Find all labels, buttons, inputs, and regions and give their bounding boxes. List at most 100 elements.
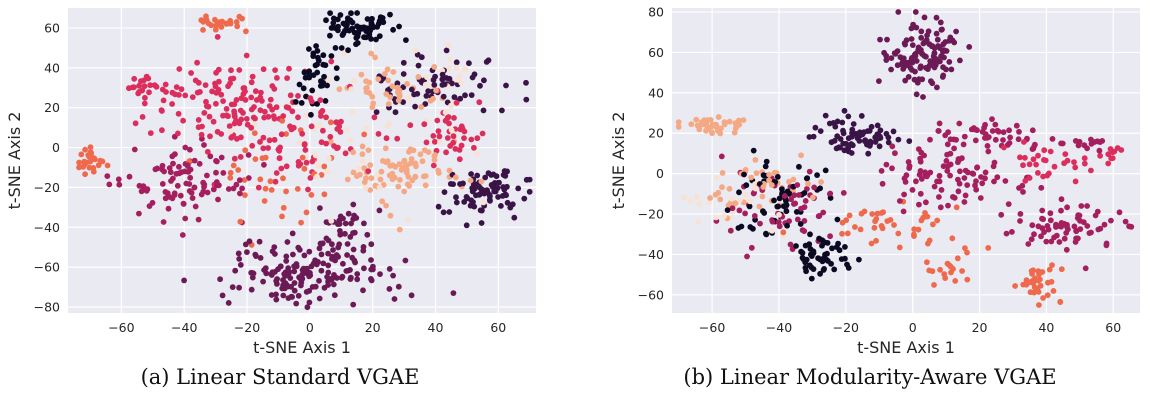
data-point bbox=[217, 19, 223, 26]
data-point bbox=[431, 153, 438, 160]
data-point bbox=[337, 231, 344, 238]
data-point bbox=[408, 156, 415, 162]
data-point bbox=[1049, 262, 1055, 268]
data-point bbox=[1057, 298, 1064, 305]
data-point bbox=[871, 224, 878, 231]
data-point bbox=[342, 220, 349, 227]
data-point bbox=[365, 147, 372, 154]
data-point bbox=[336, 221, 343, 227]
data-point bbox=[374, 172, 381, 179]
data-point bbox=[451, 115, 457, 121]
x-tick-label: −60 bbox=[699, 320, 725, 335]
data-point bbox=[753, 170, 760, 177]
data-point bbox=[818, 179, 824, 185]
data-point bbox=[259, 98, 265, 104]
data-point bbox=[917, 155, 923, 162]
data-point bbox=[283, 104, 290, 110]
data-point bbox=[842, 244, 848, 250]
data-point bbox=[231, 111, 238, 118]
data-point bbox=[301, 165, 308, 172]
data-point bbox=[210, 186, 217, 193]
data-point bbox=[1002, 178, 1009, 184]
data-point bbox=[175, 110, 182, 117]
data-point bbox=[715, 189, 722, 196]
data-point bbox=[297, 161, 304, 168]
y-tick-label: 40 bbox=[44, 60, 60, 75]
data-point bbox=[471, 144, 477, 151]
data-point bbox=[883, 130, 890, 137]
data-point bbox=[927, 58, 934, 64]
data-point bbox=[169, 195, 176, 202]
data-point bbox=[945, 129, 951, 136]
data-point bbox=[252, 156, 259, 163]
data-point bbox=[962, 245, 968, 252]
data-point bbox=[242, 147, 249, 154]
data-point bbox=[405, 173, 412, 180]
data-point bbox=[239, 185, 246, 192]
data-point bbox=[888, 55, 895, 61]
data-point bbox=[227, 174, 234, 181]
data-point bbox=[912, 68, 918, 75]
points bbox=[675, 9, 1135, 308]
data-point bbox=[435, 170, 442, 176]
data-point bbox=[501, 168, 508, 174]
data-point bbox=[227, 17, 234, 24]
data-point bbox=[476, 99, 483, 106]
data-point bbox=[440, 93, 447, 100]
data-point bbox=[918, 34, 925, 41]
data-point bbox=[207, 133, 213, 140]
data-point bbox=[327, 10, 333, 16]
data-point bbox=[681, 194, 688, 201]
data-point bbox=[1097, 225, 1104, 232]
data-point bbox=[231, 155, 238, 162]
data-point bbox=[359, 158, 366, 164]
x-axis-label: t-SNE Axis 1 bbox=[253, 338, 351, 357]
data-point bbox=[325, 282, 331, 288]
scatter-chart-b: −60 −40 −20 0 20 40 60 −60 −40 −20 0 20 40 60 80 t-SNE … bbox=[609, 5, 1140, 357]
data-point bbox=[476, 184, 483, 191]
data-point bbox=[194, 59, 201, 66]
data-point bbox=[802, 242, 809, 249]
data-point bbox=[87, 144, 94, 151]
data-point bbox=[526, 188, 533, 195]
data-point bbox=[286, 65, 292, 72]
data-point bbox=[336, 241, 343, 248]
data-point bbox=[933, 30, 940, 37]
data-point bbox=[417, 151, 424, 158]
data-point bbox=[937, 19, 944, 26]
data-point bbox=[798, 205, 804, 212]
data-point bbox=[903, 37, 910, 44]
data-point bbox=[271, 136, 278, 143]
data-point bbox=[918, 176, 925, 182]
x-tick-label: 60 bbox=[1105, 320, 1121, 335]
data-point bbox=[937, 204, 944, 211]
data-point bbox=[1081, 160, 1088, 167]
data-point bbox=[201, 142, 207, 148]
data-point bbox=[368, 257, 374, 263]
data-point bbox=[386, 286, 393, 292]
data-point bbox=[719, 184, 725, 191]
data-point bbox=[430, 162, 437, 169]
data-point bbox=[218, 91, 225, 98]
data-point bbox=[435, 203, 442, 210]
data-point bbox=[1013, 122, 1020, 129]
data-point bbox=[265, 145, 271, 151]
data-point bbox=[418, 104, 425, 110]
data-point bbox=[792, 200, 799, 207]
data-point bbox=[396, 226, 403, 233]
data-point bbox=[1043, 238, 1050, 245]
data-point bbox=[1063, 246, 1070, 253]
data-point bbox=[478, 220, 485, 226]
data-point bbox=[212, 80, 218, 87]
data-point bbox=[348, 220, 354, 227]
data-point bbox=[784, 222, 790, 229]
data-point bbox=[390, 69, 397, 75]
data-point bbox=[273, 278, 280, 284]
data-point bbox=[152, 166, 159, 173]
data-point bbox=[328, 58, 335, 65]
data-point bbox=[1064, 224, 1070, 230]
data-point bbox=[707, 195, 713, 201]
data-point bbox=[503, 192, 509, 199]
data-point bbox=[467, 202, 474, 209]
data-point bbox=[368, 241, 375, 248]
